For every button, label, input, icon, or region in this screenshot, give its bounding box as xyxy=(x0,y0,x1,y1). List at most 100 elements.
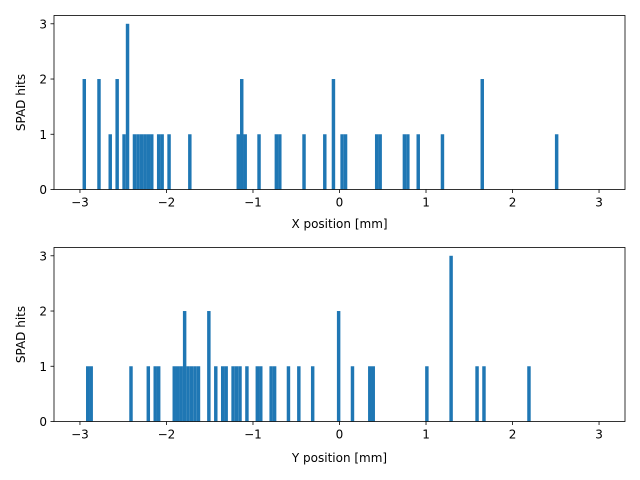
x-histogram-bar-17 xyxy=(240,79,244,190)
x-histogram-bar-9 xyxy=(143,134,147,190)
y-histogram-bar-1 xyxy=(89,366,93,422)
y-histogram-y-tick-label-1: 1 xyxy=(39,360,47,374)
y-histogram-bar-26 xyxy=(286,366,291,422)
x-histogram-bar-31 xyxy=(416,134,420,190)
y-histogram-bar-15 xyxy=(214,366,218,422)
x-histogram-bar-16 xyxy=(236,134,241,190)
x-histogram-bar-25 xyxy=(340,134,344,190)
y-histogram-x-tick-label-2: −1 xyxy=(244,428,262,442)
y-histogram-x-tick-label-1: −2 xyxy=(158,428,176,442)
x-histogram-bar-10 xyxy=(146,134,151,190)
x-histogram-bar-29 xyxy=(402,134,407,190)
y-histogram-bar-19 xyxy=(234,366,239,422)
y-histogram-bars xyxy=(86,255,531,422)
x-histogram-bar-26 xyxy=(343,134,348,190)
y-histogram-y-ticks: 0 1 2 3 xyxy=(39,249,54,429)
y-histogram-bar-2 xyxy=(129,366,133,422)
y-histogram-x-tick-label-4: 1 xyxy=(422,428,430,442)
y-histogram-y-tick-label-2: 2 xyxy=(39,305,47,319)
y-histogram-xlabel: Y position [mm] xyxy=(291,451,387,465)
x-histogram-x-tick-label-5: 2 xyxy=(509,196,517,210)
y-histogram-bar-6 xyxy=(172,366,176,422)
y-histogram-bar-24 xyxy=(269,366,273,422)
y-histogram-bar-3 xyxy=(146,366,151,422)
y-histogram-bar-0 xyxy=(86,366,90,422)
y-histogram-bar-10 xyxy=(186,366,190,422)
x-histogram-x-tick-label-2: −1 xyxy=(244,196,262,210)
x-histogram-ylabel: SPAD hits xyxy=(14,74,28,131)
y-histogram-bar-16 xyxy=(220,366,225,422)
x-histogram-xlabel: X position [mm] xyxy=(291,217,387,231)
x-histogram-bar-0 xyxy=(82,79,87,190)
x-histogram-bar-34 xyxy=(554,134,559,190)
y-position-histogram: −3 −2 −1 0 1 2 3 0 1 2 3 Y position [mm] SPAD hit… xyxy=(14,247,626,465)
x-histogram-bar-4 xyxy=(122,134,126,190)
y-histogram-bar-11 xyxy=(189,366,194,422)
x-histogram-bar-5 xyxy=(125,23,130,190)
y-histogram-bar-33 xyxy=(425,366,429,422)
y-histogram-bar-18 xyxy=(231,366,235,422)
x-histogram-bar-15 xyxy=(188,134,192,190)
x-histogram-x-tick-label-1: −2 xyxy=(158,196,176,210)
y-histogram-y-tick-label-3: 3 xyxy=(39,249,47,263)
x-histogram-x-tick-label-4: 1 xyxy=(422,196,430,210)
y-histogram-bar-5 xyxy=(156,366,161,422)
y-histogram-bar-32 xyxy=(371,366,375,422)
x-histogram-bar-2 xyxy=(108,134,112,190)
x-histogram-x-tick-label-3: 0 xyxy=(336,196,344,210)
x-position-histogram: −3 −2 −1 0 1 2 3 0 1 2 3 X position [mm] SPAD hit… xyxy=(14,15,626,231)
x-histogram-bar-20 xyxy=(274,134,279,190)
x-histogram-bar-3 xyxy=(115,79,119,190)
y-histogram-bar-30 xyxy=(350,366,355,422)
y-histogram-bar-36 xyxy=(482,366,486,422)
x-histogram-bar-7 xyxy=(136,134,140,190)
y-histogram-y-tick-label-0: 0 xyxy=(39,415,47,429)
y-histogram-ylabel: SPAD hits xyxy=(14,306,28,363)
y-histogram-bar-31 xyxy=(368,366,372,422)
x-histogram-bar-24 xyxy=(331,79,336,190)
x-histogram-bar-18 xyxy=(243,134,247,190)
y-histogram-x-tick-label-5: 2 xyxy=(509,428,517,442)
x-histogram-bar-32 xyxy=(440,134,445,190)
y-histogram-bar-34 xyxy=(449,255,453,422)
y-histogram-bar-25 xyxy=(272,366,277,422)
x-histogram-bar-23 xyxy=(323,134,327,190)
y-histogram-bar-4 xyxy=(153,366,157,422)
x-histogram-y-tick-label-1: 1 xyxy=(39,128,47,142)
y-histogram-bar-37 xyxy=(527,366,531,422)
y-histogram-bar-12 xyxy=(193,366,197,422)
y-histogram-bar-29 xyxy=(336,311,341,422)
x-histogram-x-tick-label-0: −3 xyxy=(71,196,89,210)
x-histogram-x-ticks: −3 −2 −1 0 1 2 3 xyxy=(71,189,603,210)
x-histogram-y-tick-label-2: 2 xyxy=(39,73,47,87)
x-histogram-bar-27 xyxy=(374,134,379,190)
x-histogram-bars xyxy=(82,23,559,190)
x-histogram-bar-33 xyxy=(480,79,484,190)
y-histogram-x-tick-label-3: 0 xyxy=(336,428,344,442)
y-histogram-bar-17 xyxy=(224,366,228,422)
y-histogram-x-ticks: −3 −2 −1 0 1 2 3 xyxy=(71,421,603,442)
y-histogram-bar-7 xyxy=(175,366,180,422)
x-histogram-bar-11 xyxy=(150,134,154,190)
y-histogram-bar-13 xyxy=(196,366,201,422)
x-histogram-bar-12 xyxy=(156,134,161,190)
y-histogram-bar-27 xyxy=(297,366,301,422)
y-histogram-bar-22 xyxy=(255,366,260,422)
x-histogram-bar-6 xyxy=(132,134,137,190)
y-histogram-bar-28 xyxy=(310,366,315,422)
y-histogram-bar-35 xyxy=(475,366,479,422)
x-histogram-x-tick-label-6: 3 xyxy=(595,196,603,210)
x-histogram-y-ticks: 0 1 2 3 xyxy=(39,17,54,197)
x-histogram-bar-22 xyxy=(302,134,306,190)
x-histogram-bar-21 xyxy=(278,134,282,190)
y-histogram-bar-23 xyxy=(259,366,263,422)
y-histogram-bar-21 xyxy=(245,366,249,422)
x-histogram-bar-19 xyxy=(257,134,261,190)
y-histogram-bar-20 xyxy=(238,366,242,422)
y-histogram-x-tick-label-0: −3 xyxy=(71,428,89,442)
x-histogram-bar-1 xyxy=(97,79,101,190)
x-histogram-bar-14 xyxy=(167,134,171,190)
x-histogram-y-tick-label-0: 0 xyxy=(39,183,47,197)
